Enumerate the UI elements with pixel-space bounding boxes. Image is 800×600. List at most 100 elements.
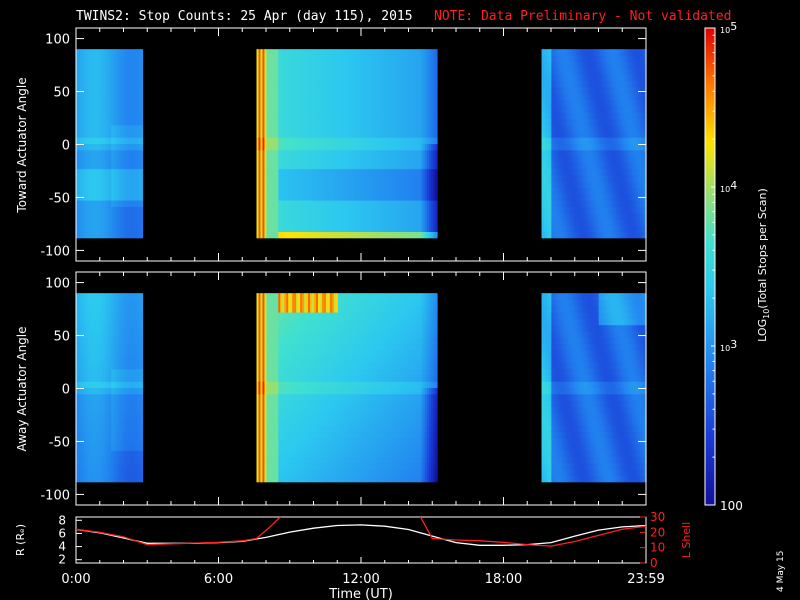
heatmap-cell xyxy=(375,137,379,145)
heatmap-cell xyxy=(85,105,89,113)
heatmap-cell xyxy=(401,187,404,195)
heatmap-cell xyxy=(373,137,377,145)
heatmap-cell xyxy=(77,156,81,163)
heatmap-cell xyxy=(561,181,564,189)
heatmap-cell xyxy=(567,162,570,170)
heatmap-cell xyxy=(76,218,79,226)
heatmap-cell xyxy=(435,74,438,82)
heatmap-cell xyxy=(571,124,574,132)
heatmap-cell xyxy=(140,143,144,151)
heatmap-cell xyxy=(353,74,357,82)
heatmap-cell xyxy=(393,68,396,75)
heatmap-cell xyxy=(606,149,610,157)
heatmap-cell xyxy=(316,137,319,145)
heatmap-cell xyxy=(363,137,367,145)
heatmap-cell xyxy=(317,93,321,101)
heatmap-cell xyxy=(124,112,128,119)
heatmap-cell xyxy=(385,93,389,101)
heatmap-cell xyxy=(81,162,85,170)
heatmap-cell xyxy=(329,156,333,163)
heatmap-cell xyxy=(608,225,612,233)
heatmap-cell xyxy=(341,105,345,113)
heatmap-cell xyxy=(375,49,379,57)
heatmap-cell xyxy=(101,118,104,126)
heatmap-cell xyxy=(103,181,106,189)
heatmap-cell xyxy=(290,112,293,119)
heatmap-cell xyxy=(608,143,612,151)
heatmap-cell xyxy=(282,225,285,233)
heatmap-cell xyxy=(284,105,287,113)
heatmap-cell xyxy=(300,112,303,119)
heatmap-cell xyxy=(319,80,323,88)
heatmap-cell xyxy=(292,162,295,170)
heatmap-cell xyxy=(260,193,264,201)
heatmap-cell xyxy=(381,124,385,132)
heatmap-cell xyxy=(586,168,590,176)
heatmap-cell xyxy=(337,93,341,101)
heatmap-cell xyxy=(578,61,582,69)
heatmap-cell xyxy=(304,162,307,170)
heatmap-cell xyxy=(600,130,604,138)
heatmap-cell xyxy=(304,61,307,69)
heatmap-cell xyxy=(401,200,404,207)
heatmap-cell xyxy=(359,130,363,138)
heatmap-cell xyxy=(337,193,341,201)
heatmap-cell xyxy=(559,225,562,233)
heatmap-cell xyxy=(387,68,390,75)
heatmap-cell xyxy=(89,193,93,201)
heatmap-cell xyxy=(610,99,614,107)
heatmap-cell xyxy=(115,55,118,63)
heatmap-cell xyxy=(557,74,560,82)
heatmap-cell xyxy=(292,218,295,226)
heatmap-cell xyxy=(268,231,271,239)
heatmap-cell xyxy=(618,74,621,82)
heatmap-cell xyxy=(429,137,432,145)
heatmap-cell xyxy=(431,162,434,170)
heatmap-cell xyxy=(136,231,140,239)
heatmap-cell xyxy=(557,105,560,113)
heatmap-cell xyxy=(435,218,438,226)
heatmap-cell xyxy=(381,193,385,201)
heatmap-cell xyxy=(333,49,337,57)
heatmap-cell xyxy=(367,181,371,189)
heatmap-cell xyxy=(286,149,289,157)
heatmap-cell xyxy=(403,49,406,57)
heatmap-cell xyxy=(258,130,262,138)
heatmap-cell xyxy=(319,149,323,157)
heatmap-cell xyxy=(349,156,353,163)
heatmap-cell xyxy=(616,137,619,145)
heatmap-cell xyxy=(559,112,562,119)
heatmap-cell xyxy=(93,206,97,214)
heatmap-cell xyxy=(256,193,260,201)
heatmap-cell xyxy=(85,74,89,82)
heatmap-cell xyxy=(590,193,594,201)
heatmap-cell xyxy=(549,225,552,233)
heatmap-cell xyxy=(124,86,128,94)
heatmap-cell xyxy=(128,49,132,57)
heatmap-cell xyxy=(551,218,554,226)
heatmap-cell xyxy=(316,168,319,176)
heatmap-cell xyxy=(573,80,576,88)
heatmap-cell xyxy=(122,200,126,207)
heatmap-cell xyxy=(274,162,277,170)
heatmap-cell xyxy=(389,193,392,201)
heatmap-cell xyxy=(423,61,426,69)
heatmap-cell xyxy=(272,99,275,107)
heatmap-cell xyxy=(126,143,130,151)
heatmap-cell xyxy=(284,212,287,220)
heatmap-cell xyxy=(359,74,363,82)
heatmap-cell xyxy=(124,118,128,126)
heatmap-cell xyxy=(409,61,412,69)
heatmap-cell xyxy=(600,212,604,220)
heatmap-cell xyxy=(323,187,327,195)
heatmap-cell xyxy=(298,49,301,57)
heatmap-cell xyxy=(616,49,619,57)
heatmap-cell xyxy=(325,49,329,57)
heatmap-cell xyxy=(122,61,126,69)
heatmap-cell xyxy=(620,156,623,163)
heatmap-cell xyxy=(397,80,400,88)
heatmap-cell xyxy=(435,93,438,101)
heatmap-cell xyxy=(355,187,359,195)
heatmap-cell xyxy=(321,137,325,145)
heatmap-cell xyxy=(575,80,578,88)
